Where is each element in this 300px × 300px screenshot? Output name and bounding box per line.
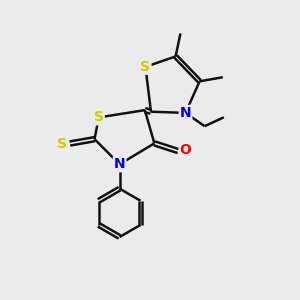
Text: S: S [57, 136, 67, 151]
Text: O: O [180, 142, 191, 157]
Text: S: S [140, 60, 151, 74]
Text: N: N [180, 106, 191, 120]
Text: S: S [94, 110, 104, 124]
Text: N: N [114, 157, 125, 171]
